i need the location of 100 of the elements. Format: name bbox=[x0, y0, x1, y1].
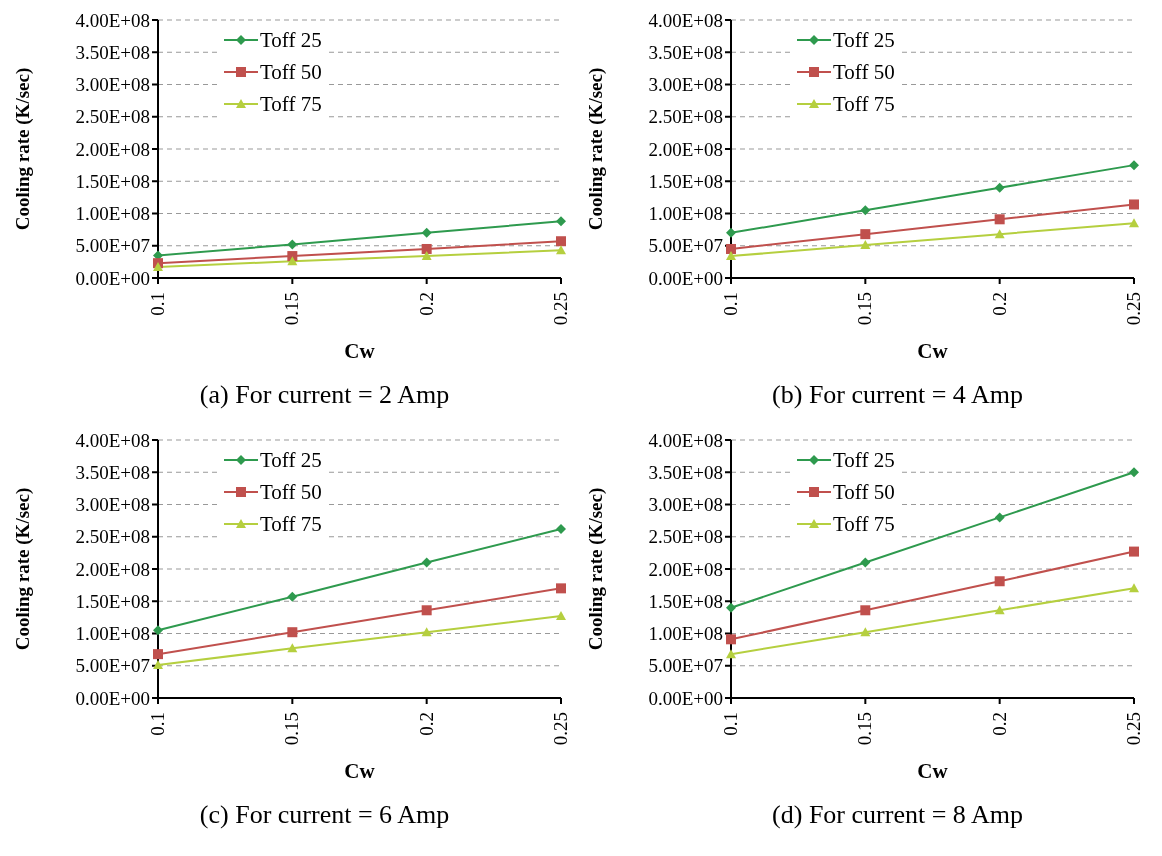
y-tick-label: 4.00E+08 bbox=[75, 9, 150, 31]
y-axis-title: Cooling rate (K/sec) bbox=[11, 67, 34, 231]
point bbox=[556, 611, 566, 621]
x-axis-title: Cw bbox=[917, 759, 949, 783]
text: (b) For current = 4 Amp bbox=[771, 380, 1024, 410]
y-tick-label: 1.50E+08 bbox=[75, 170, 150, 192]
y-tick-label: 5.00E+07 bbox=[75, 235, 150, 257]
y-axis-title: Cooling rate (K/sec) bbox=[11, 487, 34, 651]
point bbox=[556, 236, 566, 247]
point bbox=[153, 660, 163, 670]
y-tick-label: 0.00E+00 bbox=[648, 687, 723, 709]
y-tick-label: 1.00E+08 bbox=[648, 203, 723, 225]
legend-label: Toff 25 bbox=[260, 447, 322, 473]
point bbox=[994, 605, 1005, 615]
point bbox=[860, 627, 871, 637]
point bbox=[860, 557, 871, 568]
y-tick-label: 2.50E+08 bbox=[648, 526, 723, 548]
x-axis-title: Cw bbox=[344, 759, 376, 783]
point bbox=[1129, 218, 1139, 228]
x-tick-label: 0.1 bbox=[720, 292, 741, 316]
point bbox=[994, 229, 1005, 239]
point bbox=[1129, 199, 1139, 210]
x-tick-label: 0.2 bbox=[988, 712, 1010, 736]
x-tick-label: 0.1 bbox=[147, 712, 168, 736]
x-tick-label: 0.15 bbox=[854, 292, 876, 326]
y-tick-label: 3.50E+08 bbox=[648, 461, 723, 483]
point bbox=[287, 591, 298, 602]
y-tick-label: 1.00E+08 bbox=[75, 203, 150, 225]
text: (c) For current = 6 Amp bbox=[198, 800, 451, 830]
y-tick-label: 5.00E+07 bbox=[648, 655, 723, 677]
y-axis-title: Cooling rate (K/sec) bbox=[584, 67, 607, 231]
x-tick-label: 0.1 bbox=[147, 292, 168, 316]
y-tick-label: 3.50E+08 bbox=[75, 461, 150, 483]
point bbox=[153, 649, 163, 660]
point bbox=[1129, 583, 1139, 593]
y-tick-label: 2.00E+08 bbox=[648, 558, 723, 580]
point bbox=[726, 602, 736, 613]
y-tick-label: 3.50E+08 bbox=[648, 41, 723, 63]
point bbox=[860, 240, 871, 250]
point bbox=[726, 251, 736, 261]
y-tick-label: 1.00E+08 bbox=[648, 623, 723, 645]
x-tick-label: 0.15 bbox=[281, 712, 303, 746]
legend-label: Toff 75 bbox=[833, 511, 895, 537]
y-tick-label: 0.00E+00 bbox=[75, 687, 150, 709]
point bbox=[421, 627, 432, 637]
point bbox=[726, 634, 736, 645]
legend-label: Toff 25 bbox=[833, 27, 895, 53]
y-tick-label: 2.50E+08 bbox=[75, 106, 150, 128]
text: (d) For current = 8 Amp bbox=[771, 800, 1024, 830]
y-tick-label: 2.00E+08 bbox=[75, 138, 150, 160]
point bbox=[287, 239, 298, 250]
point bbox=[421, 557, 432, 568]
legend-label: Toff 50 bbox=[833, 479, 895, 505]
point bbox=[860, 605, 871, 616]
point bbox=[1129, 467, 1139, 478]
legend-label: Toff 50 bbox=[260, 59, 322, 85]
point bbox=[994, 576, 1005, 587]
point bbox=[556, 245, 566, 255]
legend-label: Toff 50 bbox=[260, 479, 322, 505]
legend-label: Toff 25 bbox=[833, 447, 895, 473]
point bbox=[153, 625, 163, 636]
point bbox=[556, 216, 566, 227]
x-tick-label: 0.2 bbox=[415, 292, 437, 316]
y-tick-label: 3.00E+08 bbox=[648, 494, 723, 516]
y-tick-label: 1.50E+08 bbox=[648, 170, 723, 192]
x-tick-label: 0.2 bbox=[415, 712, 437, 736]
point bbox=[556, 524, 566, 535]
x-tick-label: 0.25 bbox=[550, 292, 571, 326]
y-tick-label: 5.00E+07 bbox=[75, 655, 150, 677]
point bbox=[287, 256, 298, 266]
point bbox=[994, 182, 1005, 193]
x-tick-label: 0.25 bbox=[1123, 292, 1144, 326]
y-tick-label: 3.50E+08 bbox=[75, 41, 150, 63]
y-axis-title: Cooling rate (K/sec) bbox=[584, 487, 607, 651]
legend-label: Toff 25 bbox=[260, 27, 322, 53]
x-tick-label: 0.1 bbox=[720, 712, 741, 736]
point bbox=[994, 214, 1005, 225]
point bbox=[726, 243, 736, 254]
y-tick-label: 1.00E+08 bbox=[75, 623, 150, 645]
y-tick-label: 1.50E+08 bbox=[75, 590, 150, 612]
legend-label: Toff 75 bbox=[260, 511, 322, 537]
point bbox=[726, 649, 736, 659]
y-tick-label: 4.00E+08 bbox=[648, 429, 723, 451]
point bbox=[556, 583, 566, 594]
y-tick-label: 2.50E+08 bbox=[648, 106, 723, 128]
point bbox=[1129, 546, 1139, 557]
point bbox=[421, 605, 432, 616]
y-tick-label: 1.50E+08 bbox=[648, 590, 723, 612]
x-tick-label: 0.15 bbox=[281, 292, 303, 326]
y-tick-label: 0.00E+00 bbox=[648, 267, 723, 289]
x-tick-label: 0.2 bbox=[988, 292, 1010, 316]
y-tick-label: 2.00E+08 bbox=[75, 558, 150, 580]
legend-label: Toff 75 bbox=[260, 91, 322, 117]
y-tick-label: 2.00E+08 bbox=[648, 138, 723, 160]
x-axis-title: Cw bbox=[917, 339, 949, 363]
x-tick-label: 0.15 bbox=[854, 712, 876, 746]
y-tick-label: 3.00E+08 bbox=[75, 74, 150, 96]
point bbox=[860, 205, 871, 216]
x-axis-title: Cw bbox=[344, 339, 376, 363]
legend-label: Toff 75 bbox=[833, 91, 895, 117]
